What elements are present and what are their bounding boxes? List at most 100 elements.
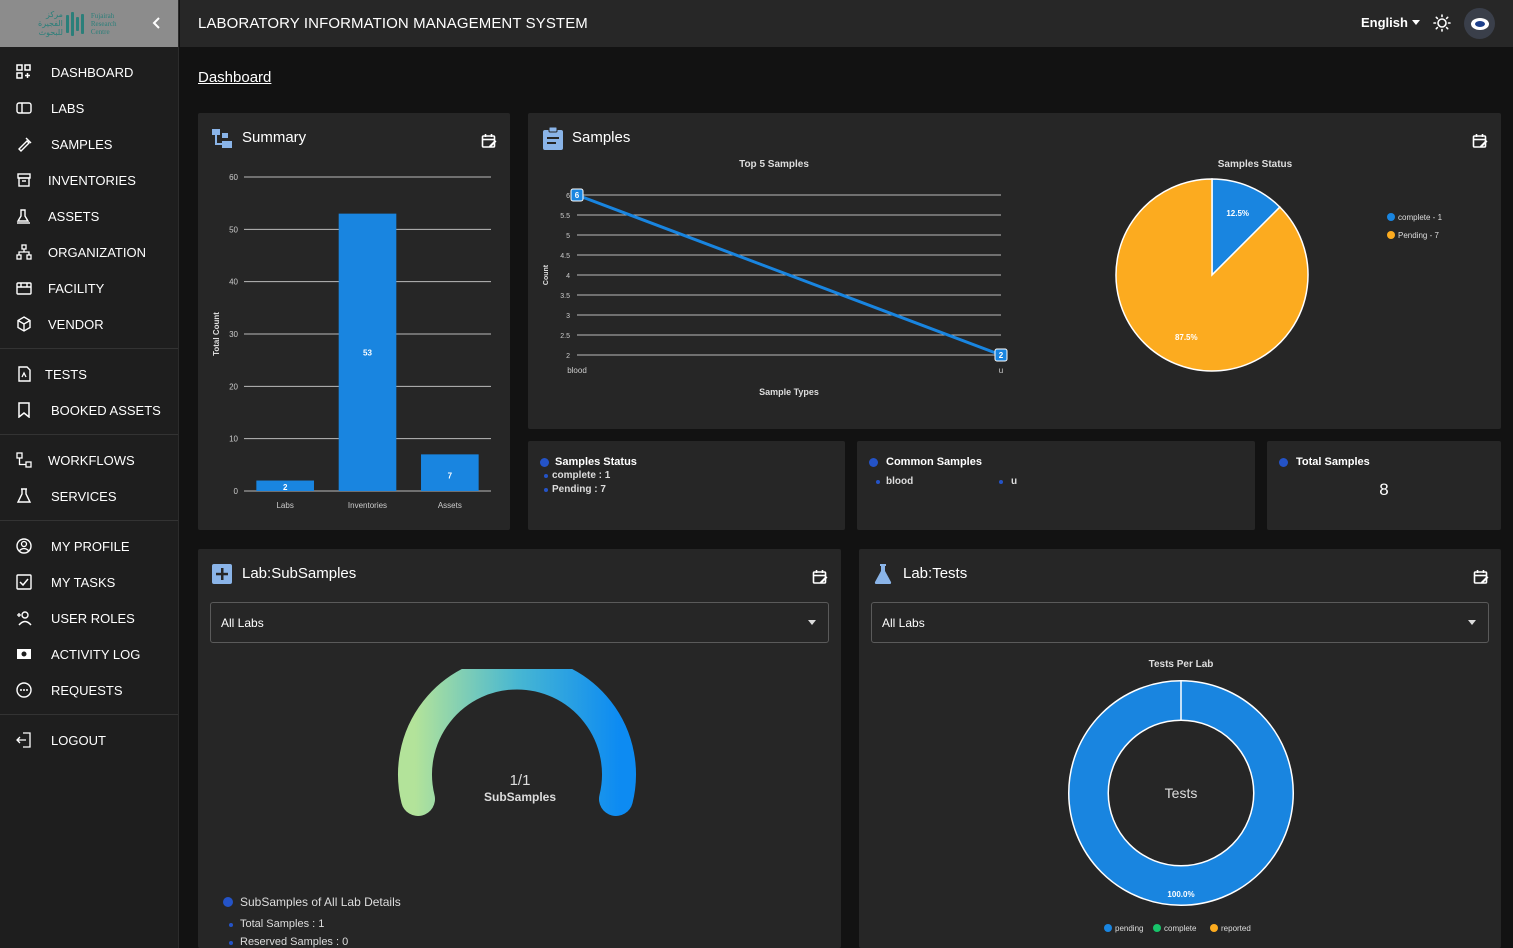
sidebar-item-label: REQUESTS: [51, 682, 123, 698]
bullet-dot: [876, 480, 880, 484]
sidebar-item-my-profile[interactable]: MY PROFILE: [0, 528, 178, 564]
tests-icon: [16, 366, 32, 382]
sidebar-item-activity-log[interactable]: ACTIVITY LOG: [0, 636, 178, 672]
y-axis-label: Total Count: [212, 312, 221, 356]
sidebar-item-inventories[interactable]: INVENTORIES: [0, 162, 178, 198]
theme-toggle-button[interactable]: [1433, 14, 1451, 32]
summary-bar-chart: 0 10 20 30 40 50 60 Total Count 2 Labs 53 Inventori…: [212, 173, 491, 510]
tasks-icon: [16, 574, 32, 590]
sidebar-item-labs[interactable]: LABS: [0, 90, 178, 126]
subsamples-detail-line: Total Samples : 1: [240, 918, 325, 930]
sidebar-item-dashboard[interactable]: DASHBOARD: [0, 54, 178, 90]
legend-marker: [1387, 213, 1395, 221]
tests-lab-select[interactable]: All Labs: [871, 602, 1489, 643]
y-tick-label: 4.5: [560, 253, 570, 260]
y-tick-label: 60: [229, 173, 238, 182]
sidebar-divider: [0, 348, 178, 349]
calendar-edit-icon[interactable]: [812, 569, 828, 585]
sidebar-item-booked-assets[interactable]: BOOKED ASSETS: [0, 392, 178, 428]
x-tick-label: Inventories: [348, 501, 387, 510]
sidebar-item-organization[interactable]: ORGANIZATION: [0, 234, 178, 270]
summary-card: Summary 0 10 20 30 40 50 60 Total Count 2 Labs 53 I…: [198, 113, 510, 530]
samples-status-stat-card: Samples Status complete : 1 Pending : 7: [528, 441, 845, 530]
sidebar-item-my-tasks[interactable]: MY TASKS: [0, 564, 178, 600]
calendar-edit-icon[interactable]: [1472, 133, 1488, 149]
total-samples-title: Total Samples: [1296, 456, 1370, 468]
sidebar-item-label: DASHBOARD: [51, 64, 134, 80]
profile-icon: [16, 538, 32, 554]
language-selector[interactable]: English: [1361, 15, 1420, 30]
status-dot: [223, 897, 233, 907]
chart-title: Tests Per Lab: [1149, 659, 1214, 670]
sidebar-nav: DASHBOARD LABS SAMPLES INVENTORIES ASSETS ORG…: [0, 47, 178, 758]
logo-english-text: Fujairah Research Centre: [90, 11, 117, 36]
summary-title: Summary: [242, 129, 307, 146]
logout-icon: [16, 732, 32, 748]
caret-down-icon: [1411, 20, 1420, 25]
tests-per-lab-donut-chart: Tests Per Lab Tests 100.0% pending complete r…: [1068, 659, 1294, 933]
legend-label: complete - 1: [1398, 213, 1443, 222]
x-tick-label: Assets: [438, 501, 462, 510]
calendar-edit-icon[interactable]: [481, 133, 497, 149]
app-title: LABORATORY INFORMATION MANAGEMENT SYSTEM: [198, 15, 588, 32]
y-tick-label: 20: [229, 382, 238, 391]
avatar-icon: [1470, 17, 1489, 30]
subsamples-detail-line: Reserved Samples : 0: [240, 936, 349, 948]
chevron-down-icon: [808, 620, 816, 625]
status-line: Pending : 7: [552, 484, 606, 495]
user-roles-icon: [16, 610, 32, 626]
sidebar-item-samples[interactable]: SAMPLES: [0, 126, 178, 162]
sidebar-item-label: SERVICES: [51, 488, 117, 504]
logo[interactable]: مركز الفجيرة للبحوث Fujairah Research Centre: [38, 10, 117, 37]
common-samples-title: Common Samples: [886, 456, 982, 468]
status-dot: [540, 458, 549, 467]
pie-slice-complete: [1211, 178, 1281, 277]
collapse-sidebar-button[interactable]: [148, 14, 166, 32]
legend-label: reported: [1221, 924, 1251, 933]
y-axis-label: Count: [543, 264, 550, 285]
total-samples-stat-card: Total Samples 8: [1267, 441, 1501, 530]
gauge-label: SubSamples: [483, 790, 557, 804]
status-line: complete : 1: [552, 470, 611, 481]
legend-label: Pending - 7: [1398, 231, 1439, 240]
chevron-left-icon: [152, 17, 160, 29]
sidebar-item-tests[interactable]: TESTS: [0, 356, 178, 392]
sidebar-item-label: WORKFLOWS: [48, 452, 135, 468]
plus-box-icon: [212, 564, 232, 584]
y-tick-label: 50: [229, 225, 238, 234]
subsamples-details-title: SubSamples of All Lab Details: [240, 895, 401, 909]
organization-icon: [16, 244, 32, 260]
labs-icon: [16, 100, 32, 116]
sidebar-item-user-roles[interactable]: USER ROLES: [0, 600, 178, 636]
bar-assets: [421, 454, 479, 491]
bullet-dot: [229, 923, 233, 927]
bar-inventories: [338, 213, 397, 491]
legend-marker: [1210, 924, 1218, 932]
sidebar-item-label: VENDOR: [48, 316, 104, 332]
x-tick-label: Labs: [276, 501, 293, 510]
sidebar-item-assets[interactable]: ASSETS: [0, 198, 178, 234]
vendor-icon: [16, 316, 32, 332]
bullet-dot: [544, 474, 548, 478]
sidebar-item-logout[interactable]: LOGOUT: [0, 722, 178, 758]
workflow-icon: [16, 452, 32, 468]
bar-labs: [256, 480, 314, 491]
sidebar-item-requests[interactable]: REQUESTS: [0, 672, 178, 708]
sidebar-item-label: LOGOUT: [51, 732, 106, 748]
sidebar-item-services[interactable]: SERVICES: [0, 478, 178, 514]
user-avatar[interactable]: [1464, 8, 1495, 39]
legend-marker: [1153, 924, 1161, 932]
breadcrumb-dashboard[interactable]: Dashboard: [198, 69, 272, 86]
data-label: 6: [575, 191, 580, 200]
y-tick-label: 40: [229, 278, 238, 287]
sidebar-item-label: ACTIVITY LOG: [51, 646, 141, 662]
pie-slice-pending: [1115, 178, 1309, 372]
sidebar-item-facility[interactable]: FACILITY: [0, 270, 178, 306]
samples-icon: [16, 136, 32, 152]
sun-icon: [1433, 14, 1451, 32]
sidebar-item-workflows[interactable]: WORKFLOWS: [0, 442, 178, 478]
sidebar-item-vendor[interactable]: VENDOR: [0, 306, 178, 342]
subsamples-lab-select[interactable]: All Labs: [210, 602, 829, 643]
calendar-edit-icon[interactable]: [1473, 569, 1489, 585]
data-point: [570, 188, 584, 202]
